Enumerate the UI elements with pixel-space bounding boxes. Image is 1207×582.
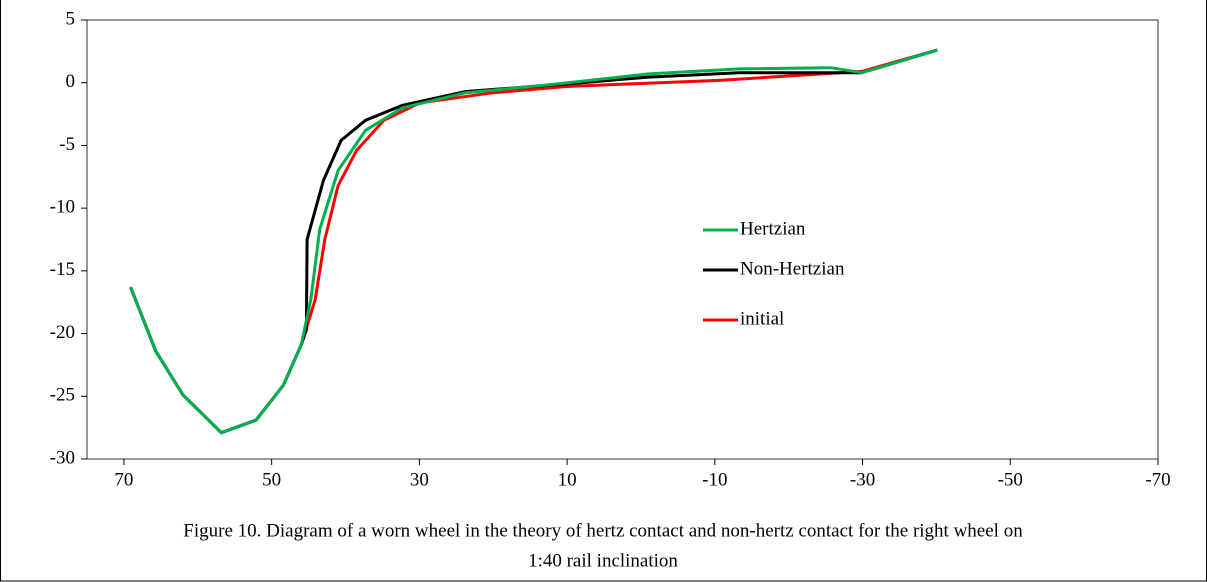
legend-label: Hertzian — [740, 218, 806, 239]
x-tick-label: 30 — [410, 469, 429, 490]
x-tick-label: -70 — [1145, 469, 1170, 490]
series-line — [129, 48, 938, 435]
y-tick-label: 0 — [66, 71, 76, 92]
series-line — [129, 48, 938, 435]
x-tick-label: -10 — [702, 469, 727, 490]
legend-label: initial — [740, 308, 784, 329]
x-tick-label: 70 — [114, 469, 133, 490]
y-tick-label: -15 — [50, 259, 75, 280]
x-tick-label: -50 — [998, 469, 1023, 490]
x-tick-label: 50 — [262, 469, 281, 490]
plot-area — [86, 19, 1159, 460]
x-tick-label: -30 — [850, 469, 875, 490]
y-tick-label: -10 — [50, 197, 75, 218]
y-tick-label: -5 — [59, 134, 75, 155]
x-tick-label: 10 — [558, 469, 577, 490]
series-line — [129, 48, 938, 435]
y-tick-label: -30 — [50, 447, 75, 468]
caption: 1:40 rail inclination — [528, 550, 678, 571]
y-tick-label: 5 — [66, 8, 76, 29]
y-tick-label: -25 — [50, 385, 75, 406]
y-tick-label: -20 — [50, 322, 75, 343]
caption: Figure 10. Diagram of a worn wheel in th… — [183, 520, 1023, 541]
legend-label: Non-Hertzian — [740, 258, 845, 279]
